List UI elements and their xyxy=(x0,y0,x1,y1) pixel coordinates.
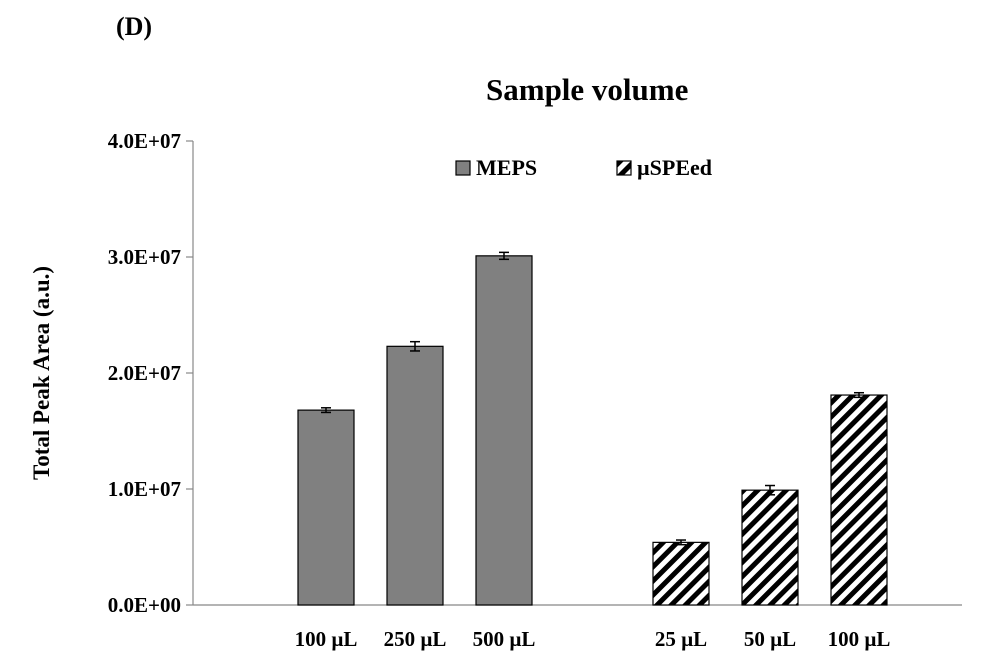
x-tick-label: 100 µL xyxy=(295,627,358,651)
y-tick-label: 3.0E+07 xyxy=(108,245,181,269)
error-bar xyxy=(765,484,775,496)
bar-speed xyxy=(830,394,888,606)
bar-meps xyxy=(297,409,355,606)
x-tick-label: 50 µL xyxy=(744,627,796,651)
x-tick-label: 100 µL xyxy=(828,627,891,651)
bar-speed xyxy=(652,541,710,606)
legend-swatch xyxy=(455,160,471,176)
y-tick-label: 1.0E+07 xyxy=(108,477,181,501)
bar-meps xyxy=(475,255,533,606)
chart-title: Sample volume xyxy=(486,72,689,107)
x-tick-label: 250 µL xyxy=(384,627,447,651)
panel-label: (D) xyxy=(116,12,153,41)
error-bar xyxy=(499,251,509,261)
y-tick-label: 0.0E+00 xyxy=(108,593,181,617)
y-tick-label: 4.0E+07 xyxy=(108,129,181,153)
legend: MEPS µSPEed xyxy=(455,155,712,180)
x-tick-label: 500 µL xyxy=(473,627,536,651)
bars: 100 µL 250 µL 500 µL 25 µL 50 µL 100 µL xyxy=(295,251,891,651)
legend-item: MEPS xyxy=(455,155,537,180)
legend-item: µSPEed xyxy=(616,155,712,180)
error-bar xyxy=(321,407,331,414)
bar-speed xyxy=(741,489,799,606)
legend-label: µSPEed xyxy=(637,155,712,180)
legend-swatch xyxy=(616,160,632,176)
y-tick-label: 2.0E+07 xyxy=(108,361,181,385)
bar-meps xyxy=(386,345,444,606)
legend-label: MEPS xyxy=(476,155,537,180)
error-bar xyxy=(410,340,420,352)
axes: 0.0E+00 1.0E+07 2.0E+07 3.0E+07 4.0E+07 xyxy=(108,129,962,617)
error-bar xyxy=(676,539,686,546)
error-bar xyxy=(854,391,864,399)
x-tick-label: 25 µL xyxy=(655,627,707,651)
